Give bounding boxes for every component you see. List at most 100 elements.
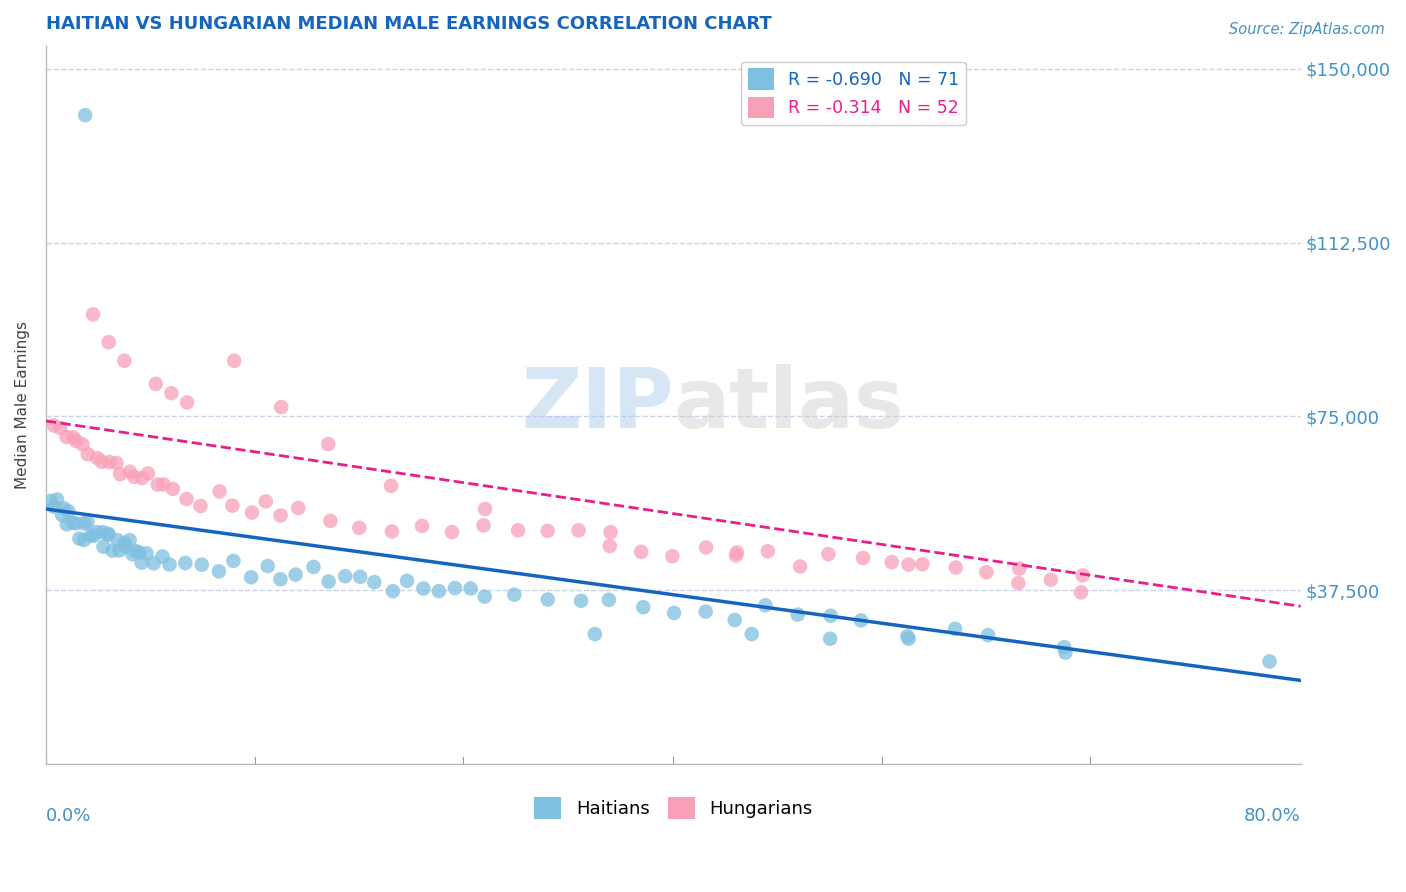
Point [381, 524, 404, 539]
Point [977, 628, 1000, 642]
Point [1053, 640, 1076, 655]
Point [633, 600, 655, 615]
Point [695, 605, 717, 619]
Point [152, 477, 174, 491]
Point [46, 492, 69, 507]
Point [112, 353, 135, 368]
Point [73, 533, 96, 547]
Text: Source: ZipAtlas.com: Source: ZipAtlas.com [1229, 22, 1385, 37]
Point [142, 557, 165, 571]
Point [444, 581, 467, 595]
Point [108, 467, 131, 482]
Point [42, 500, 65, 514]
Point [51, 508, 73, 523]
Point [724, 613, 747, 627]
Point [128, 545, 150, 559]
Point [97, 526, 120, 541]
Point [319, 514, 342, 528]
Point [145, 376, 167, 391]
Point [945, 560, 967, 574]
Point [160, 386, 183, 401]
Point [159, 558, 181, 572]
Point [97, 528, 120, 542]
Point [256, 559, 278, 574]
Point [131, 556, 153, 570]
Point [49, 421, 72, 435]
Point [254, 494, 277, 508]
Point [108, 543, 131, 558]
Point [270, 508, 292, 523]
Point [97, 335, 120, 350]
Point [152, 549, 174, 564]
Point [1258, 654, 1281, 668]
Y-axis label: Median Male Earnings: Median Male Earnings [15, 321, 30, 489]
Point [208, 565, 231, 579]
Text: 0.0%: 0.0% [46, 807, 91, 825]
Point [135, 546, 157, 560]
Point [943, 622, 966, 636]
Point [503, 588, 526, 602]
Point [817, 547, 839, 561]
Point [55, 430, 77, 444]
Point [118, 533, 141, 548]
Point [121, 547, 143, 561]
Point [599, 525, 621, 540]
Point [695, 541, 717, 555]
Point [302, 560, 325, 574]
Point [93, 540, 115, 554]
Legend: Haitians, Hungarians: Haitians, Hungarians [527, 790, 820, 827]
Point [474, 590, 496, 604]
Point [86, 525, 108, 540]
Point [208, 484, 231, 499]
Point [598, 592, 620, 607]
Point [1007, 576, 1029, 591]
Point [537, 592, 560, 607]
Point [118, 465, 141, 479]
Point [440, 524, 463, 539]
Point [363, 575, 385, 590]
Point [569, 594, 592, 608]
Point [347, 521, 370, 535]
Point [125, 544, 148, 558]
Point [896, 629, 918, 643]
Text: atlas: atlas [673, 364, 904, 445]
Point [460, 582, 482, 596]
Point [852, 551, 875, 566]
Point [911, 558, 934, 572]
Point [976, 566, 998, 580]
Point [73, 516, 96, 531]
Point [174, 556, 197, 570]
Point [91, 525, 114, 540]
Point [83, 529, 105, 543]
Point [114, 536, 136, 550]
Point [316, 437, 339, 451]
Point [222, 554, 245, 568]
Point [880, 555, 903, 569]
Point [82, 307, 104, 321]
Point [190, 499, 212, 513]
Point [176, 395, 198, 409]
Point [240, 570, 263, 584]
Point [789, 559, 811, 574]
Point [55, 517, 77, 532]
Point [146, 477, 169, 491]
Point [412, 582, 434, 596]
Point [240, 506, 263, 520]
Point [101, 543, 124, 558]
Point [754, 599, 776, 613]
Point [537, 524, 560, 538]
Point [741, 627, 763, 641]
Point [270, 400, 292, 414]
Point [381, 584, 404, 599]
Point [105, 456, 128, 470]
Point [411, 519, 433, 533]
Point [849, 614, 872, 628]
Point [287, 501, 309, 516]
Point [80, 528, 103, 542]
Point [58, 504, 80, 518]
Point [1039, 573, 1062, 587]
Point [1071, 568, 1094, 582]
Text: 80.0%: 80.0% [1244, 807, 1301, 825]
Point [756, 544, 779, 558]
Point [75, 108, 97, 122]
